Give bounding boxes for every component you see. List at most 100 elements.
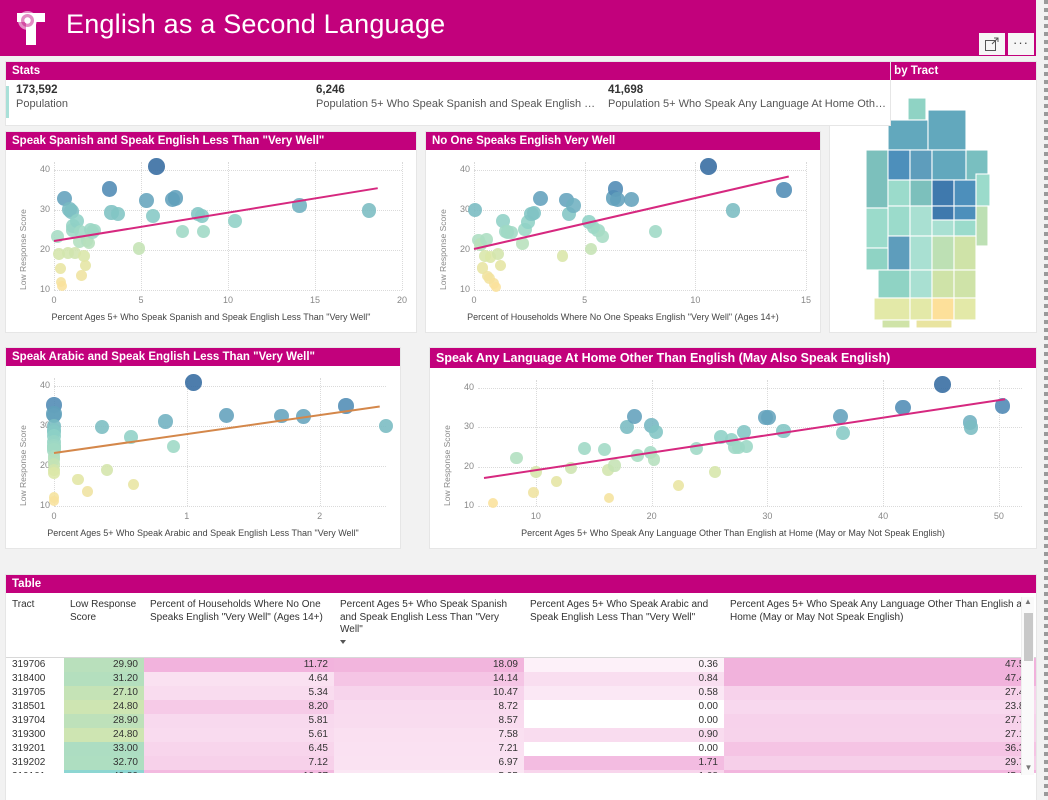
scatter-point[interactable] bbox=[647, 453, 661, 466]
scatter-point[interactable] bbox=[516, 237, 529, 250]
scatter-point[interactable] bbox=[94, 419, 109, 434]
scatter-point[interactable] bbox=[484, 273, 495, 284]
scatter-point[interactable] bbox=[138, 192, 154, 208]
scatter-point[interactable] bbox=[111, 207, 126, 222]
chart-plot-area[interactable]: 0 1 2 10 20 30 40 Low Response Score Percent Age… bbox=[6, 366, 400, 548]
scatter-point[interactable] bbox=[76, 270, 88, 281]
scatter-point[interactable] bbox=[79, 259, 91, 271]
scatter-point[interactable] bbox=[672, 479, 684, 492]
scatter-point[interactable] bbox=[610, 191, 626, 207]
scatter-point[interactable] bbox=[532, 191, 548, 207]
scatter-point[interactable] bbox=[479, 233, 493, 246]
chart-plot-area[interactable]: 10 20 30 40 50 10 20 30 40 Low Response Score Perc… bbox=[430, 368, 1036, 548]
scatter-point[interactable] bbox=[963, 420, 979, 435]
table-column-header[interactable]: Tract bbox=[6, 593, 64, 658]
scatter-point[interactable] bbox=[101, 181, 118, 197]
scatter-point[interactable] bbox=[77, 250, 90, 262]
scatter-point[interactable] bbox=[133, 242, 146, 255]
scatter-point[interactable] bbox=[556, 250, 569, 262]
scatter-point[interactable] bbox=[491, 281, 502, 292]
scatter-point[interactable] bbox=[585, 242, 598, 255]
scatter-point[interactable] bbox=[185, 374, 202, 392]
scatter-point[interactable] bbox=[228, 214, 242, 229]
scatter-point[interactable] bbox=[467, 202, 483, 218]
scatter-point[interactable] bbox=[197, 225, 211, 239]
scatter-point[interactable] bbox=[649, 424, 664, 439]
scatter-point[interactable] bbox=[994, 398, 1011, 414]
scatter-point[interactable] bbox=[737, 424, 752, 439]
focus-mode-icon[interactable] bbox=[979, 33, 1005, 55]
scatter-point[interactable] bbox=[620, 420, 635, 435]
table-row[interactable]: 319704 28.90 5.81 8.57 0.00 27.78 bbox=[6, 713, 1036, 728]
scatter-point[interactable] bbox=[529, 465, 542, 478]
table-scrollbar[interactable]: ▲ ▼ bbox=[1021, 597, 1034, 775]
scatter-point[interactable] bbox=[776, 182, 792, 198]
scatter-point[interactable] bbox=[101, 464, 114, 477]
scatter-point[interactable] bbox=[597, 442, 611, 456]
scatter-chart-arabic[interactable]: Speak Arabic and Speak English Less Than… bbox=[6, 348, 400, 548]
table-row[interactable]: 31910140.8010.675.951.0845.13 bbox=[6, 769, 1036, 773]
scatter-point[interactable] bbox=[477, 262, 489, 274]
scatter-point[interactable] bbox=[608, 459, 621, 472]
stat-card[interactable]: 6,246 Population 5+ Who Speak Spanish an… bbox=[306, 84, 598, 125]
table-column-header[interactable]: Low Response Score bbox=[64, 593, 144, 658]
data-table-visual[interactable]: Table Tract Low Response Score Percent of … bbox=[6, 575, 1036, 800]
table-row[interactable]: 319705 27.10 5.34 10.47 0.58 27.47 bbox=[6, 685, 1036, 700]
table-row[interactable]: 319201 33.00 6.45 7.21 0.00 36.30 bbox=[6, 741, 1036, 756]
scatter-point[interactable] bbox=[48, 467, 60, 480]
scatter-chart-no-one-speaks-english[interactable]: No One Speaks English Very Well 0 5 10 15 10… bbox=[426, 132, 820, 332]
scatter-point[interactable] bbox=[595, 229, 609, 243]
scatter-point[interactable] bbox=[54, 263, 66, 275]
table-column-header[interactable]: Percent Ages 5+ Who Speak Any Language O… bbox=[724, 593, 1036, 658]
scatter-point[interactable] bbox=[895, 399, 911, 416]
scatter-point[interactable] bbox=[551, 475, 563, 488]
scatter-point[interactable] bbox=[72, 473, 84, 486]
scatter-point[interactable] bbox=[361, 203, 377, 218]
scatter-point[interactable] bbox=[494, 259, 507, 271]
scatter-point[interactable] bbox=[528, 486, 539, 498]
table-column-header[interactable]: Percent of Households Where No One Speak… bbox=[144, 593, 334, 658]
table-row[interactable]: 319300 24.80 5.61 7.58 0.90 27.19 bbox=[6, 727, 1036, 742]
scatter-point[interactable] bbox=[577, 441, 592, 456]
scroll-down-arrow-icon[interactable]: ▼ bbox=[1024, 763, 1033, 772]
scatter-point[interactable] bbox=[378, 418, 394, 434]
scatter-point[interactable] bbox=[505, 225, 519, 239]
table-row[interactable]: 319202 32.70 7.12 6.97 1.71 29.71 bbox=[6, 755, 1036, 770]
table-column-header[interactable]: Percent Ages 5+ Who Speak Arabic and Spe… bbox=[524, 593, 724, 658]
scatter-point[interactable] bbox=[509, 451, 523, 465]
scatter-point[interactable] bbox=[835, 426, 850, 441]
scatter-point[interactable] bbox=[603, 492, 614, 503]
more-options-icon[interactable]: ··· bbox=[1008, 33, 1034, 55]
scatter-point[interactable] bbox=[739, 439, 754, 454]
table-row[interactable]: 318400 31.20 4.64 14.14 0.84 47.46 bbox=[6, 671, 1036, 686]
scatter-point[interactable] bbox=[146, 208, 161, 223]
scatter-point[interactable] bbox=[487, 497, 499, 508]
scatter-point[interactable] bbox=[168, 190, 184, 206]
scatter-point[interactable] bbox=[761, 410, 776, 426]
table-row[interactable]: 318501 24.80 8.20 8.72 0.00 23.85 bbox=[6, 699, 1036, 714]
table-row[interactable]: 319706 29.90 11.72 18.09 0.36 47.59 bbox=[6, 657, 1036, 672]
scatter-point[interactable] bbox=[492, 248, 505, 260]
scatter-point[interactable] bbox=[709, 465, 722, 478]
scatter-point[interactable] bbox=[81, 485, 93, 497]
scatter-chart-any-language[interactable]: Speak Any Language At Home Other Than En… bbox=[430, 348, 1036, 548]
scatter-point[interactable] bbox=[626, 409, 642, 425]
scatter-point[interactable] bbox=[648, 225, 663, 239]
scatter-point[interactable] bbox=[176, 225, 190, 239]
scatter-point[interactable] bbox=[566, 197, 581, 213]
scatter-point[interactable] bbox=[725, 203, 741, 218]
scatter-point[interactable] bbox=[53, 248, 66, 261]
scatter-point[interactable] bbox=[526, 206, 541, 221]
scatter-point[interactable] bbox=[166, 440, 181, 454]
scatter-point[interactable] bbox=[832, 408, 848, 424]
scatter-point[interactable] bbox=[56, 280, 67, 292]
scatter-point[interactable] bbox=[158, 413, 173, 429]
scatter-point[interactable] bbox=[219, 407, 235, 423]
scatter-point[interactable] bbox=[484, 251, 497, 264]
scatter-point[interactable] bbox=[623, 192, 639, 208]
scroll-up-arrow-icon[interactable]: ▲ bbox=[1024, 597, 1032, 606]
scatter-point[interactable] bbox=[933, 376, 951, 394]
scatter-point[interactable] bbox=[128, 478, 140, 490]
table-scroll-region[interactable]: Tract Low Response Score Percent of Househ… bbox=[6, 593, 1036, 773]
scatter-point[interactable] bbox=[148, 158, 166, 176]
